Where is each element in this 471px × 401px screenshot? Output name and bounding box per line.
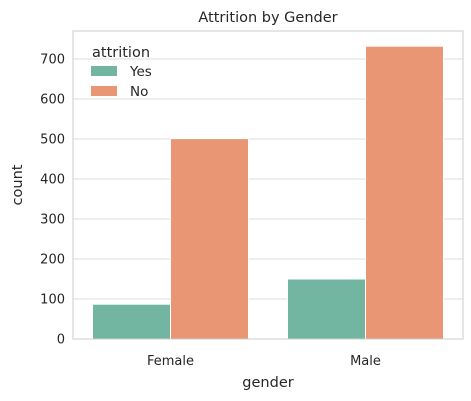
bars bbox=[92, 45, 444, 340]
y-tick-label: 400 bbox=[40, 173, 65, 188]
y-tick-label: 200 bbox=[40, 253, 65, 268]
bar-female-yes bbox=[92, 303, 171, 340]
chart-title: Attrition by Gender bbox=[198, 10, 337, 26]
plot-frame bbox=[72, 30, 464, 340]
y-axis-label: count bbox=[10, 164, 26, 205]
x-tick-label: Male bbox=[350, 354, 381, 369]
y-tick-label: 300 bbox=[40, 213, 65, 228]
x-axis-label: gender bbox=[242, 375, 293, 391]
y-tick-label: 500 bbox=[40, 133, 65, 148]
legend-title: attrition bbox=[92, 45, 150, 61]
x-tick-labels: Female Male bbox=[147, 354, 381, 369]
bar-female-no bbox=[170, 138, 249, 340]
legend-swatch-no bbox=[91, 86, 117, 96]
gridlines bbox=[73, 58, 463, 340]
legend: attrition Yes No bbox=[91, 45, 152, 100]
y-tick-labels: 0 100 200 300 400 500 600 700 bbox=[40, 53, 65, 348]
bar-male-no bbox=[365, 45, 444, 340]
legend-swatch-yes bbox=[91, 66, 117, 76]
y-tick-label: 600 bbox=[40, 93, 65, 108]
y-tick-label: 700 bbox=[40, 53, 65, 68]
y-tick-label: 100 bbox=[40, 293, 65, 308]
x-tick-label: Female bbox=[147, 354, 194, 369]
legend-label-no: No bbox=[130, 84, 148, 100]
legend-label-yes: Yes bbox=[129, 64, 152, 80]
y-tick-label: 0 bbox=[57, 333, 65, 348]
bar-male-yes bbox=[287, 278, 366, 340]
